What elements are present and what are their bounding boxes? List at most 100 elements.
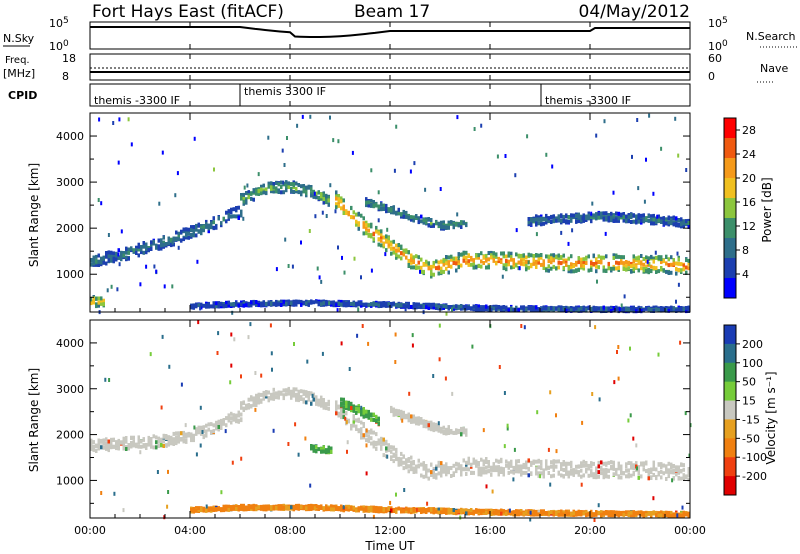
echo-cell — [522, 305, 525, 310]
echo-cell — [315, 195, 318, 200]
echo-cell — [565, 510, 568, 515]
echo-cell — [632, 254, 635, 259]
echo-cell — [310, 185, 313, 189]
echo-cell — [522, 511, 525, 516]
echo-cell — [687, 258, 690, 263]
echo-cell — [351, 150, 354, 155]
echo-cell — [485, 484, 488, 489]
echo-cell — [357, 300, 360, 305]
echo-cell — [380, 243, 383, 248]
echo-cell — [547, 216, 550, 221]
echo-cell — [417, 255, 420, 260]
echo-cell — [372, 302, 375, 307]
echo-cell — [212, 226, 215, 231]
echo-cell — [472, 262, 475, 267]
echo-cell — [170, 435, 173, 440]
echo-cell — [327, 449, 330, 454]
echo-cell — [432, 302, 435, 307]
echo-cell — [370, 234, 373, 239]
echo-cell — [167, 435, 170, 440]
echo-cell — [545, 462, 548, 466]
echo-cell — [401, 418, 404, 423]
echo-cell — [527, 265, 530, 270]
echo-cell — [330, 446, 333, 451]
echo-cell — [440, 427, 443, 432]
echo-cell — [295, 397, 298, 402]
echo-cell — [230, 209, 233, 214]
echo-cell — [382, 507, 385, 512]
echo-cell — [477, 469, 480, 474]
echo-cell — [270, 506, 273, 511]
echo-cell — [345, 301, 348, 306]
echo-cell — [520, 472, 523, 477]
echo-cell — [562, 462, 565, 467]
echo-cell — [207, 422, 210, 427]
echo-cell — [650, 307, 653, 312]
echo-cell — [455, 430, 458, 435]
echo-cell — [400, 462, 403, 467]
echo-cell — [630, 220, 633, 224]
echo-cell — [430, 462, 433, 467]
echo-cell — [510, 463, 513, 468]
echo-cell — [682, 511, 685, 516]
echo-cell — [195, 227, 198, 232]
echo-cell — [597, 464, 600, 469]
echo-cell — [440, 305, 443, 310]
echo-cell — [662, 463, 665, 468]
echo-cell — [105, 261, 108, 266]
echo-cell — [440, 225, 443, 230]
echo-cell — [385, 301, 388, 306]
colorbar-tick-label: 28 — [742, 124, 756, 137]
echo-cell — [100, 256, 103, 261]
echo-cell — [122, 251, 125, 256]
echo-cell — [632, 267, 635, 272]
echo-cell — [567, 474, 570, 479]
echo-cell — [417, 421, 420, 426]
echo-cell — [360, 213, 363, 218]
echo-cell — [90, 301, 93, 305]
echo-cell — [365, 438, 368, 443]
echo-cell — [235, 301, 238, 306]
echo-cell — [595, 510, 598, 515]
echo-cell — [525, 263, 528, 268]
echo-cell — [438, 357, 441, 362]
echo-cell — [677, 470, 680, 475]
echo-cell — [277, 393, 280, 398]
echo-cell — [630, 473, 633, 478]
echo-cell — [296, 123, 299, 128]
echo-cell — [95, 443, 98, 448]
echo-cell — [322, 200, 325, 205]
echo-cell — [117, 446, 120, 451]
echo-cell — [240, 374, 242, 379]
echo-cell — [612, 190, 615, 195]
echo-cell — [405, 461, 408, 466]
echo-cell — [648, 113, 651, 118]
echo-cell — [302, 505, 305, 510]
echo-cell — [537, 471, 540, 476]
echo-cell — [417, 508, 420, 512]
echo-cell — [472, 265, 475, 270]
echo-cell — [192, 433, 195, 438]
echo-cell — [585, 261, 588, 265]
echo-cell — [402, 508, 405, 513]
echo-cell — [682, 264, 685, 268]
echo-cell — [662, 259, 665, 264]
echo-cell — [430, 218, 433, 222]
echo-cell — [202, 303, 205, 308]
echo-cell — [365, 220, 368, 225]
echo-cell — [642, 217, 645, 222]
echo-cell — [547, 306, 550, 311]
echo-cell — [267, 135, 270, 140]
echo-cell — [637, 469, 640, 474]
echo-cell — [617, 512, 620, 516]
echo-cell — [667, 308, 670, 313]
echo-cell — [360, 275, 362, 280]
echo-cell — [385, 238, 388, 243]
echo-cell — [605, 510, 608, 514]
power-echo-cells — [90, 113, 690, 316]
echo-cell — [205, 507, 208, 512]
echo-cell — [213, 167, 215, 172]
echo-cell — [565, 258, 568, 263]
echo-cell — [442, 304, 445, 308]
echo-cell — [467, 254, 470, 259]
